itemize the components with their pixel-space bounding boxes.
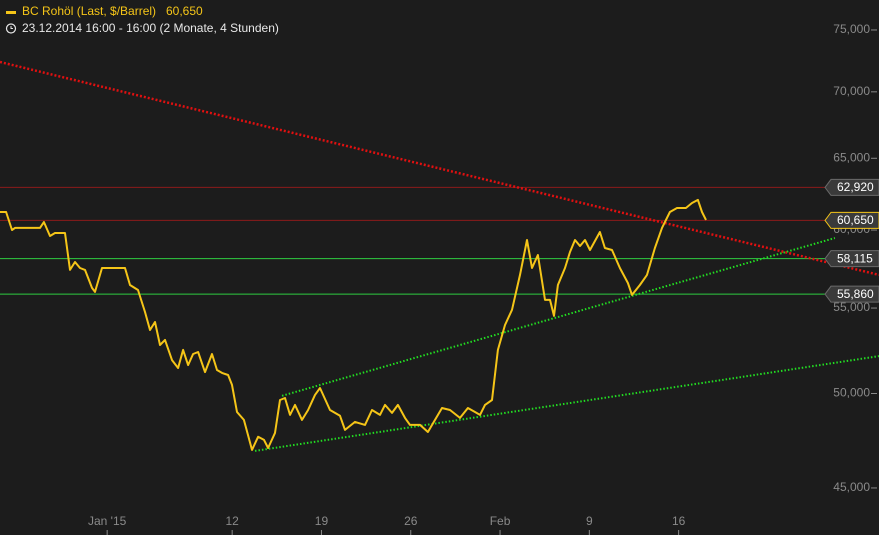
data-layer xyxy=(0,60,879,452)
x-tick-label: 26 xyxy=(404,514,418,528)
chart-subtitle: 23.12.2014 16:00 - 16:00 (2 Monate, 4 St… xyxy=(22,21,279,35)
price-badge xyxy=(824,285,879,303)
grid-layer: 75,00070,00065,00060,00055,00050,00045,0… xyxy=(0,22,877,535)
y-tick-label: 45,000 xyxy=(833,480,870,494)
chart-title: BC Rohöl (Last, $/Barrel) xyxy=(22,4,156,18)
y-tick-label: 65,000 xyxy=(833,150,870,164)
price-badge xyxy=(824,211,879,229)
clock-icon xyxy=(5,23,17,34)
price-badge-label: 55,860 xyxy=(837,287,874,301)
clock-hands xyxy=(10,26,13,29)
x-tick-label: 12 xyxy=(225,514,239,528)
y-tick-label: 70,000 xyxy=(833,84,870,98)
last-price: 60,650 xyxy=(166,4,203,18)
price-line xyxy=(0,198,707,451)
x-tick-label: 19 xyxy=(315,514,329,528)
y-tick-label: 50,000 xyxy=(833,386,870,400)
trend-line xyxy=(281,237,836,397)
price-badge-label: 62,920 xyxy=(837,180,874,194)
trend-line xyxy=(0,60,879,277)
x-tick-label: 16 xyxy=(672,514,686,528)
price-badge-label: 58,115 xyxy=(837,251,873,265)
label-layer: 62,920 58,115 55,860 60,650 xyxy=(824,178,879,303)
x-tick-label: Feb xyxy=(490,514,511,528)
price-badge-label: 60,650 xyxy=(837,213,874,227)
x-tick-label: Jan '15 xyxy=(88,514,127,528)
y-tick-label: 75,000 xyxy=(833,22,870,36)
y-tick-label: 55,000 xyxy=(833,300,870,314)
price-badge xyxy=(824,250,879,268)
price-badge xyxy=(824,178,879,196)
trend-line xyxy=(254,355,879,452)
legend-swatch xyxy=(6,11,16,14)
x-tick-label: 9 xyxy=(586,514,593,528)
